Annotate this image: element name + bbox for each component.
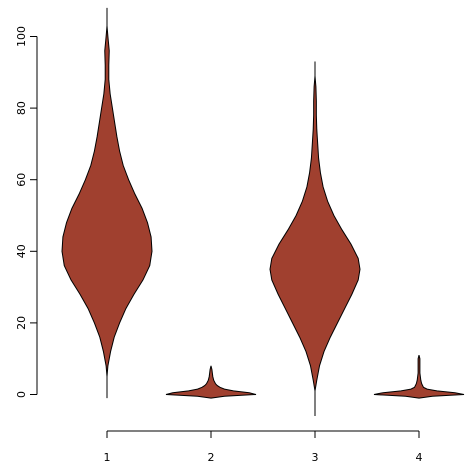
violin-1: [61, 7, 153, 399]
violin-shape-2: [165, 365, 257, 399]
y-axis: 0 20 40 60 80 100: [15, 26, 38, 398]
x-tick-label-3: 3: [312, 451, 319, 464]
violin-4: [373, 354, 465, 399]
x-tick-label-2: 2: [208, 451, 215, 464]
y-tick-label-40: 40: [15, 244, 28, 258]
violin-plot-area: [61, 7, 465, 416]
y-tick-label-60: 60: [15, 173, 28, 187]
y-tick-label-100: 100: [15, 26, 28, 47]
x-tick-label-1: 1: [104, 451, 111, 464]
y-tick-label-80: 80: [15, 101, 28, 115]
violin-3: [269, 61, 361, 416]
x-axis: 1 2 3 4: [104, 430, 423, 464]
x-tick-label-4: 4: [416, 451, 423, 464]
y-tick-label-20: 20: [15, 316, 28, 330]
violin-shape-3: [269, 75, 361, 392]
violin-shape-1: [61, 25, 153, 377]
y-tick-label-0: 0: [15, 391, 28, 398]
violin-shape-4: [373, 354, 465, 399]
violin-2: [165, 365, 257, 399]
